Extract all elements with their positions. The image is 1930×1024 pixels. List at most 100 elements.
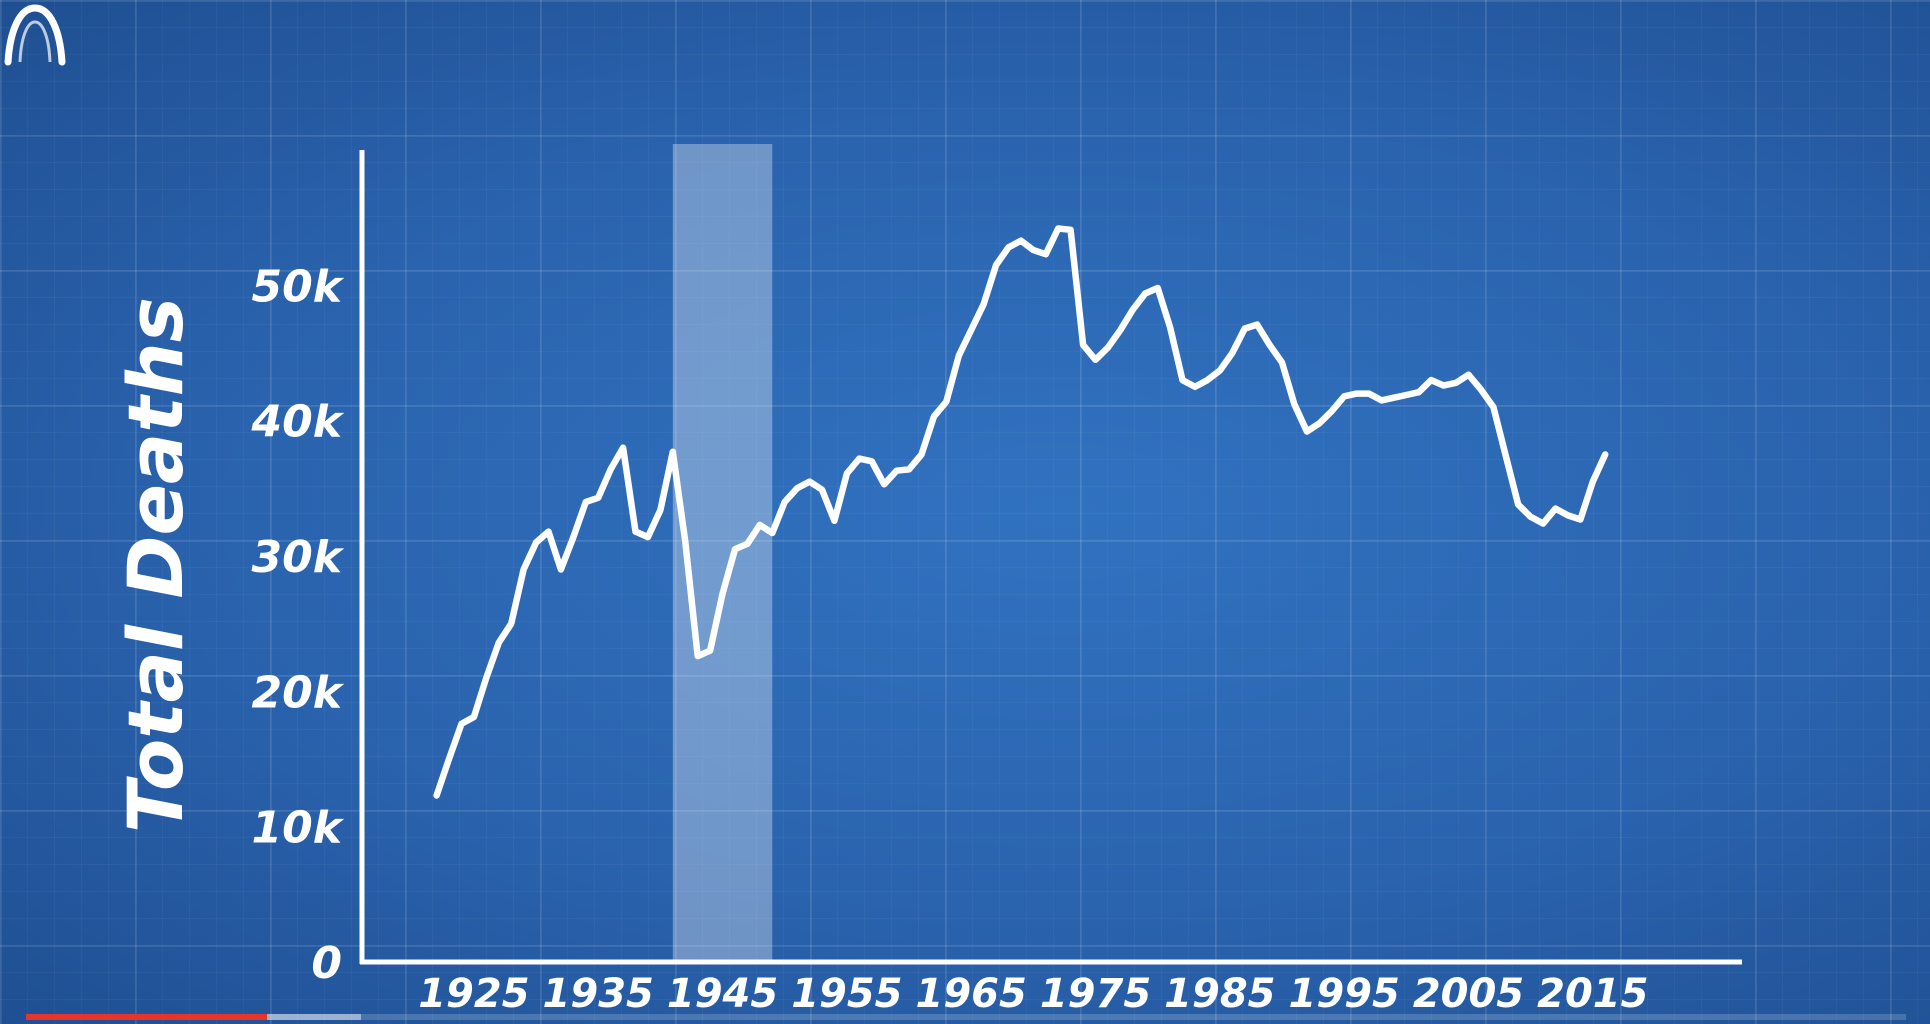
data-point: [894, 468, 900, 474]
data-point: [1105, 345, 1111, 351]
y-tick-label: 20k: [252, 667, 345, 718]
y-tick-label: 30k: [252, 532, 345, 583]
data-point: [943, 399, 949, 405]
data-point: [993, 262, 999, 268]
video-progress-bar[interactable]: [26, 1014, 1906, 1020]
data-point: [620, 445, 626, 451]
data-point: [1428, 377, 1434, 383]
data-point: [956, 353, 962, 359]
data-point: [570, 534, 576, 540]
data-point: [1018, 238, 1024, 244]
data-point: [757, 522, 763, 528]
data-point: [782, 499, 788, 505]
x-tick-label: 2005: [1413, 971, 1524, 1017]
data-point: [446, 756, 452, 762]
data-point: [595, 495, 601, 501]
x-tick-label: 1945: [667, 971, 778, 1017]
data-point: [1515, 502, 1521, 508]
data-point: [1540, 521, 1546, 527]
data-point: [608, 466, 614, 472]
data-point: [521, 567, 527, 573]
data-point: [459, 721, 465, 727]
data-point: [1553, 506, 1559, 512]
y-tick-label: 50k: [252, 261, 345, 312]
data-point: [483, 675, 489, 681]
series-line: [433, 225, 1609, 799]
data-point: [831, 518, 837, 524]
data-point: [1565, 512, 1571, 518]
data-point: [1577, 517, 1583, 523]
data-point: [1490, 404, 1496, 410]
data-point: [1192, 384, 1198, 390]
data-point: [1291, 401, 1297, 407]
data-point: [732, 546, 738, 552]
data-point: [794, 485, 800, 491]
data-point: [744, 541, 750, 547]
data-point: [471, 714, 477, 720]
data-point: [881, 481, 887, 487]
data-point: [1416, 389, 1422, 395]
data-points: [434, 226, 1609, 799]
data-point: [1453, 380, 1459, 386]
data-point: [819, 487, 825, 493]
data-point: [633, 529, 639, 535]
data-point: [1602, 452, 1608, 458]
data-point: [981, 301, 987, 307]
data-point: [1279, 360, 1285, 366]
data-point: [1379, 397, 1385, 403]
data-point: [1030, 247, 1036, 253]
data-point: [1391, 395, 1397, 401]
data-point: [657, 507, 663, 513]
data-point: [1204, 377, 1210, 383]
y-tick-label: 40k: [251, 397, 345, 448]
data-point: [1093, 357, 1099, 363]
data-point: [434, 793, 440, 799]
data-point: [1242, 326, 1248, 332]
data-point: [533, 540, 539, 546]
data-point: [1528, 514, 1534, 520]
data-point: [1329, 408, 1335, 414]
x-tick-label: 1975: [1040, 971, 1151, 1017]
data-point: [1354, 391, 1360, 397]
data-point: [695, 653, 701, 659]
x-tick-label: 1985: [1164, 971, 1275, 1017]
data-point: [583, 499, 589, 505]
data-point: [1478, 387, 1484, 393]
data-point: [919, 452, 925, 458]
x-tick-label: 1955: [791, 971, 902, 1017]
data-point: [1117, 327, 1123, 333]
data-point: [1130, 307, 1136, 313]
data-point: [1043, 251, 1049, 257]
data-point: [720, 591, 726, 597]
data-point: [869, 458, 875, 464]
data-point: [906, 466, 912, 472]
data-point: [1006, 244, 1012, 250]
x-tick-label: 1965: [916, 971, 1027, 1017]
data-point: [1217, 368, 1223, 374]
data-point: [1316, 420, 1322, 426]
data-point: [844, 470, 850, 476]
data-point: [645, 534, 651, 540]
y-tick-label: 10k: [252, 803, 345, 854]
data-point: [1142, 291, 1148, 297]
data-point: [931, 414, 937, 420]
data-point: [807, 479, 813, 485]
x-tick-label: 1925: [418, 971, 529, 1017]
data-point: [1155, 285, 1161, 291]
data-point: [1267, 342, 1273, 348]
data-point: [1366, 391, 1372, 397]
y-tick-label: 0: [311, 938, 342, 989]
data-point: [1304, 429, 1310, 435]
data-point: [1180, 377, 1186, 383]
data-point: [1441, 383, 1447, 389]
data-point: [546, 529, 552, 535]
data-point: [707, 648, 713, 654]
data-point: [682, 538, 688, 544]
data-point: [558, 567, 564, 573]
data-point: [1068, 227, 1074, 233]
data-point: [670, 449, 676, 455]
data-point: [968, 327, 974, 333]
data-point: [1341, 393, 1347, 399]
